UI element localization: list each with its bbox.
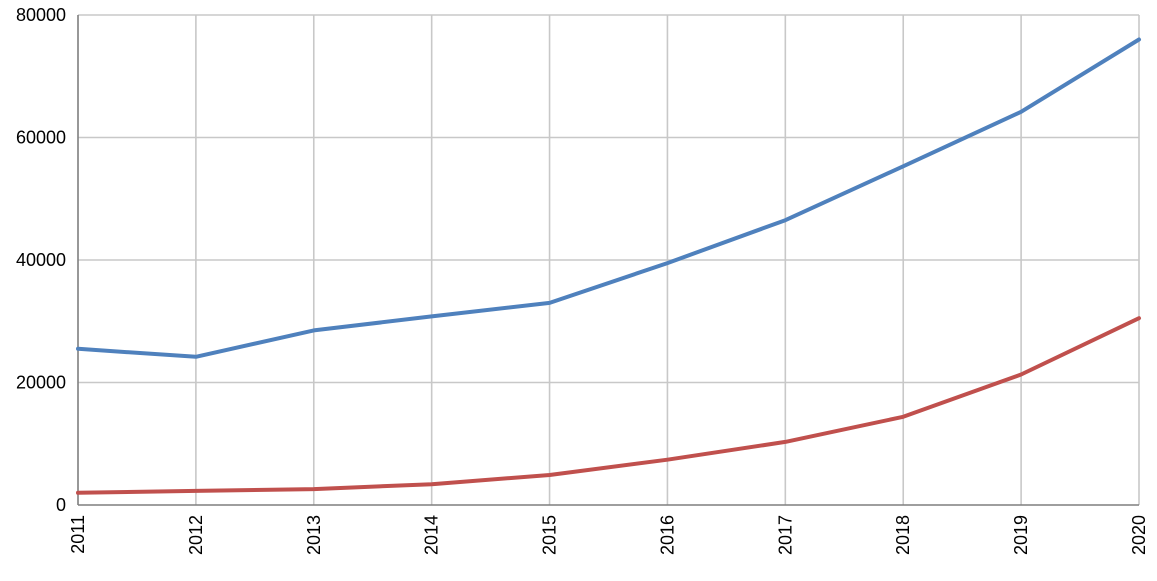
grid-lines bbox=[78, 14, 1140, 505]
x-tick-label: 2017 bbox=[775, 515, 795, 555]
x-tick-label: 2020 bbox=[1129, 515, 1149, 555]
x-tick-labels: 2011 2012 2013 2014 2015 2016 2017 2018 2019 2020 bbox=[68, 515, 1149, 555]
y-tick-label: 80000 bbox=[16, 5, 66, 25]
x-tick-label: 2016 bbox=[657, 515, 677, 555]
y-tick-label: 40000 bbox=[16, 250, 66, 270]
x-tick-label: 2014 bbox=[422, 515, 442, 555]
series-lines bbox=[76, 37, 1141, 495]
series-line-2 bbox=[76, 316, 1141, 495]
x-tick-label: 2015 bbox=[540, 515, 560, 555]
x-tick-label: 2018 bbox=[893, 515, 913, 555]
x-tick-label: 2013 bbox=[304, 515, 324, 555]
y-tick-label: 20000 bbox=[16, 373, 66, 393]
y-tick-label: 0 bbox=[56, 495, 66, 515]
axes bbox=[77, 15, 1139, 506]
x-tick-label: 2019 bbox=[1011, 515, 1031, 555]
x-tick-label: 2011 bbox=[68, 515, 88, 554]
y-tick-label: 60000 bbox=[16, 128, 66, 148]
x-tick-label: 2012 bbox=[186, 515, 206, 555]
y-tick-labels: 0 20000 40000 60000 80000 bbox=[16, 5, 66, 515]
series-line-1 bbox=[76, 37, 1141, 359]
